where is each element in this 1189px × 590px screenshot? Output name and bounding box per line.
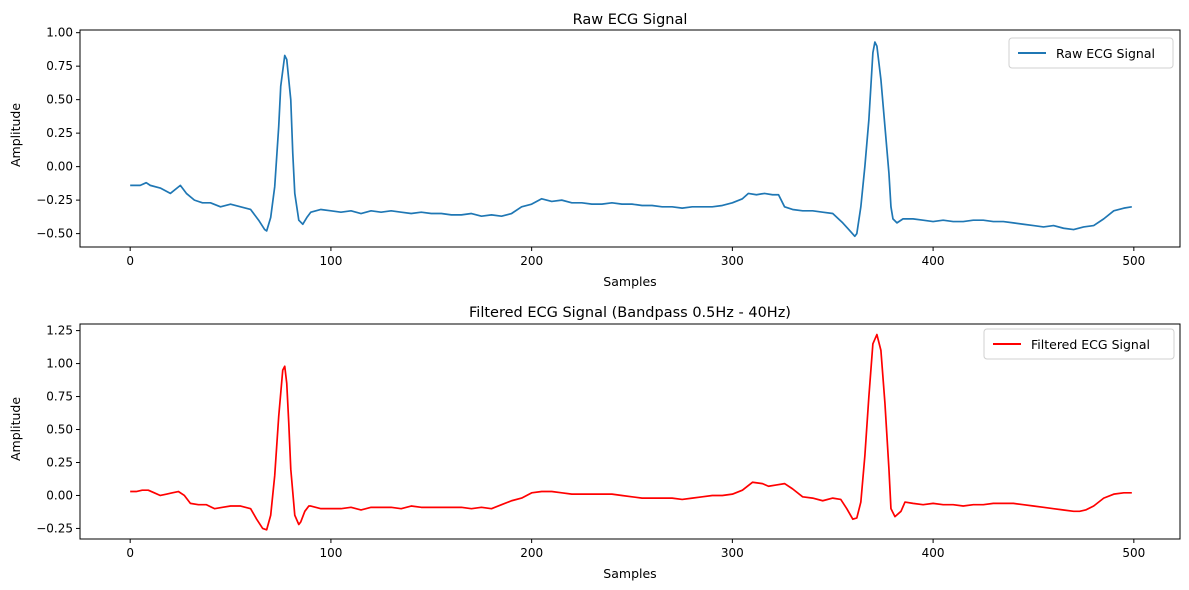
filtered-ecg-legend-box xyxy=(983,328,1175,360)
filtered-ecg-xtick-label: 100 xyxy=(319,546,342,560)
raw-ecg-ytick-label: 1.00 xyxy=(46,26,73,40)
filtered-ecg-xtick-label: 500 xyxy=(1122,546,1145,560)
raw-ecg-ticks: 0 100 200 300 400 500 −0.50 −0.25 0.00 0.25 0.50 0.… xyxy=(36,26,1145,268)
raw-ecg-legend-label: Raw ECG Signal xyxy=(1056,46,1155,61)
raw-ecg-ytick-label: 0.25 xyxy=(46,126,73,140)
filtered-ecg-ytick-label: 1.25 xyxy=(46,324,73,338)
filtered-ecg-ytick-label: −0.25 xyxy=(36,521,73,535)
raw-ecg-xtick-label: 300 xyxy=(721,254,744,268)
raw-ecg-ytick-label: 0.50 xyxy=(46,93,73,107)
raw-ecg-ytick-label: −0.50 xyxy=(36,227,73,241)
raw-ecg-ylabel: Amplitude xyxy=(8,103,23,167)
filtered-ecg-ytick-label: 0.00 xyxy=(46,488,73,502)
raw-ecg-ytick-label: −0.25 xyxy=(36,193,73,207)
raw-ecg-xtick-label: 500 xyxy=(1122,254,1145,268)
raw-ecg-legend-box xyxy=(1008,37,1174,69)
raw-ecg-title: Raw ECG Signal xyxy=(573,12,688,28)
raw-ecg-xtick-label: 100 xyxy=(319,254,342,268)
filtered-ecg-ytick-label: 0.50 xyxy=(46,423,73,437)
filtered-ecg-series-line xyxy=(130,333,1132,531)
raw-ecg-xlabel: Samples xyxy=(603,274,656,289)
filtered-ecg-xtick-label: 0 xyxy=(126,546,134,560)
raw-ecg-xtick-label: 200 xyxy=(520,254,543,268)
raw-ecg-legend: Raw ECG Signal xyxy=(1008,37,1174,69)
filtered-ecg-xlabel: Samples xyxy=(603,566,656,581)
filtered-ecg-legend-label: Filtered ECG Signal xyxy=(1031,337,1150,352)
filtered-ecg-title: Filtered ECG Signal (Bandpass 0.5Hz - 40… xyxy=(469,305,791,321)
raw-ecg-ytick-label: 0.00 xyxy=(46,160,73,174)
filtered-ecg-ytick-label: 0.75 xyxy=(46,390,73,404)
raw-ecg-subplot: Raw ECG Signal Amplitude Samples 0 100 200… xyxy=(8,12,1181,289)
filtered-ecg-xtick-label: 300 xyxy=(721,546,744,560)
raw-ecg-xtick-label: 400 xyxy=(922,254,945,268)
filtered-ecg-legend: Filtered ECG Signal xyxy=(983,328,1175,360)
filtered-ecg-plot-frame xyxy=(79,323,1181,540)
filtered-ecg-ticks: 0 100 200 300 400 500 −0.25 0.00 0.25 0.50 0.75 1.0… xyxy=(36,324,1145,560)
raw-ecg-ytick-label: 0.75 xyxy=(46,59,73,73)
raw-ecg-series-line xyxy=(130,41,1132,238)
filtered-ecg-subplot: Filtered ECG Signal (Bandpass 0.5Hz - 40… xyxy=(8,305,1181,581)
filtered-ecg-ytick-label: 1.00 xyxy=(46,357,73,371)
filtered-ecg-ylabel: Amplitude xyxy=(8,397,23,461)
raw-ecg-plot-frame xyxy=(79,29,1181,248)
filtered-ecg-xtick-label: 200 xyxy=(520,546,543,560)
filtered-ecg-ytick-label: 0.25 xyxy=(46,455,73,469)
raw-ecg-xtick-label: 0 xyxy=(126,254,134,268)
filtered-ecg-xtick-label: 400 xyxy=(922,546,945,560)
